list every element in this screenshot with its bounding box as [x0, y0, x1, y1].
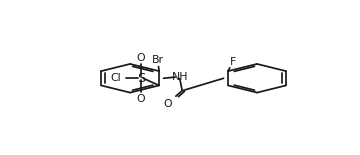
Text: S: S	[137, 72, 145, 85]
Text: O: O	[137, 94, 145, 104]
Text: Br: Br	[152, 55, 164, 65]
Text: O: O	[137, 53, 145, 63]
Text: F: F	[230, 57, 237, 67]
Text: Cl: Cl	[111, 73, 121, 83]
Text: NH: NH	[171, 72, 188, 82]
Text: O: O	[163, 99, 172, 108]
